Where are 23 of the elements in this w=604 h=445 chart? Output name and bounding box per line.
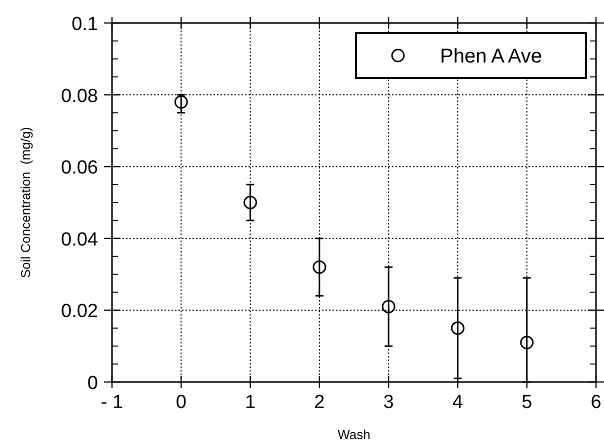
x-tick-label: 0	[176, 392, 186, 413]
y-tick-label: 0.06	[61, 158, 98, 179]
legend-label: Phen A Ave	[440, 46, 542, 68]
y-tick-label: 0.04	[61, 229, 98, 250]
y-tick-label: 0.02	[61, 301, 98, 322]
x-tick-label: 6	[590, 392, 602, 413]
point	[382, 300, 396, 314]
x-tick-label: 3	[383, 392, 394, 413]
x-axis-title: Wash	[338, 427, 370, 442]
point	[450, 321, 464, 335]
y-tick-label: 0.1	[72, 14, 98, 35]
x-tick-label: - 1	[100, 392, 124, 413]
y-tick-label: 0	[87, 373, 98, 394]
y-tick-label: 0.08	[61, 86, 98, 107]
y-axis-title: Soil Concentration (mg/g)	[18, 126, 33, 278]
x-tick-label: 4	[452, 392, 464, 413]
point	[174, 95, 188, 109]
x-tick-label: 5	[522, 392, 532, 413]
point	[312, 260, 326, 274]
x-tick-label: 2	[314, 392, 325, 413]
point	[520, 336, 534, 350]
point	[244, 196, 258, 210]
x-tick-label: 1	[244, 392, 256, 413]
